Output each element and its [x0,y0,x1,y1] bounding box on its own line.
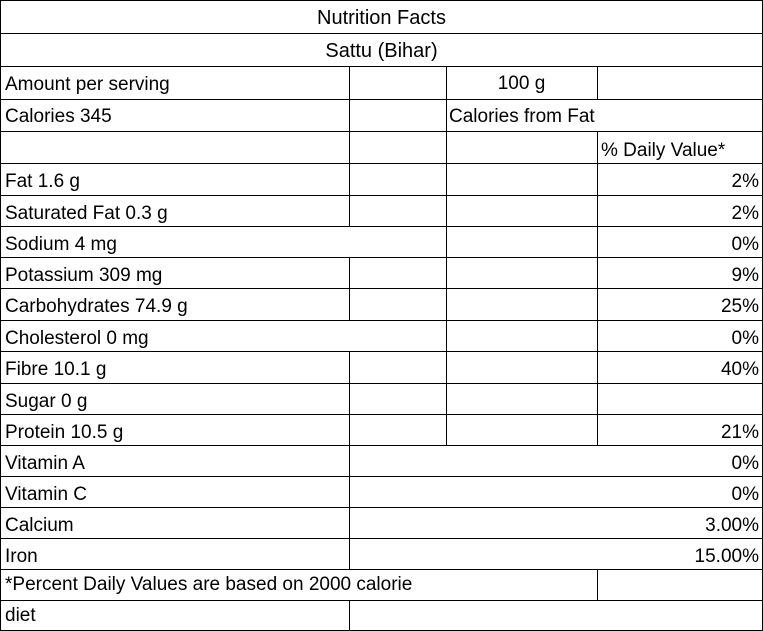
food-name: Sattu (Bihar) [325,40,438,62]
grid-line [0,414,762,415]
grid-line [0,99,762,100]
grid-line [446,226,447,257]
grid-line [349,600,350,631]
table-title: Nutrition Facts [317,7,446,29]
grid-line [0,569,762,570]
amount-per-serving-label: Amount per serving [5,74,170,95]
grid-line [597,131,598,226]
grid-line [0,257,762,258]
grid-line [446,351,447,445]
nutrient-daily-value: 0% [731,328,759,349]
nutrient-name: Calcium [5,515,74,536]
grid-line [597,257,598,320]
grid-line [446,257,447,320]
grid-line [446,66,447,131]
nutrient-daily-value: 0% [731,484,759,505]
grid-line [597,351,598,445]
grid-line [446,131,447,226]
nutrient-name: Iron [5,546,38,567]
grid-line [0,288,762,289]
grid-line [0,445,762,446]
nutrient-name: Sugar 0 g [5,391,88,412]
grid-line [0,0,762,1]
nutrient-name: Potassium 309 mg [5,265,163,286]
grid-line [349,445,350,569]
grid-line [0,0,1,631]
nutrient-name: Carbohydrates 74.9 g [5,296,188,317]
nutrient-name: Fat 1.6 g [5,171,80,192]
calories-label: Calories 345 [5,106,112,127]
nutrient-daily-value: 25% [720,296,759,317]
grid-line [0,195,762,196]
nutrient-daily-value: 0% [731,234,759,255]
grid-line [349,257,350,320]
nutrient-daily-value: 3.00% [705,515,759,536]
nutrient-name: Cholesterol 0 mg [5,328,149,349]
footnote-line-2: diet [5,605,36,626]
nutrient-daily-value: 2% [731,171,759,192]
grid-line [349,131,350,226]
nutrient-daily-value: 2% [731,203,759,224]
grid-line [0,476,762,477]
grid-line [0,33,762,34]
nutrient-name: Sodium 4 mg [5,234,117,255]
serving-size-value: 100 g [497,73,546,94]
grid-line [0,383,762,384]
grid-line [0,320,762,321]
nutrient-name: Protein 10.5 g [5,422,124,443]
grid-line [0,351,762,352]
nutrient-name: Fibre 10.1 g [5,359,107,380]
grid-line [597,66,598,99]
nutrient-name: Vitamin A [5,453,85,474]
nutrient-daily-value: 15.00% [694,546,759,567]
grid-line [446,320,447,351]
grid-line [0,538,762,539]
nutrient-daily-value: 21% [720,422,759,443]
grid-line [0,163,762,164]
grid-line [349,66,350,131]
nutrient-daily-value: 9% [731,265,759,286]
grid-line [349,351,350,445]
grid-line [0,507,762,508]
nutrient-name: Saturated Fat 0.3 g [5,203,168,224]
grid-line [0,131,762,132]
nutrient-daily-value: 0% [731,453,759,474]
footnote-line-1: *Percent Daily Values are based on 2000 … [5,574,413,595]
grid-line [597,320,598,351]
grid-line [0,66,762,67]
nutrient-daily-value: 40% [720,359,759,380]
grid-line [0,226,762,227]
grid-line [0,600,762,601]
daily-value-header: % Daily Value* [601,140,726,161]
grid-line [597,226,598,257]
nutrient-name: Vitamin C [5,484,88,505]
calories-from-fat-label: Calories from Fat [449,106,595,127]
grid-line [597,569,598,600]
